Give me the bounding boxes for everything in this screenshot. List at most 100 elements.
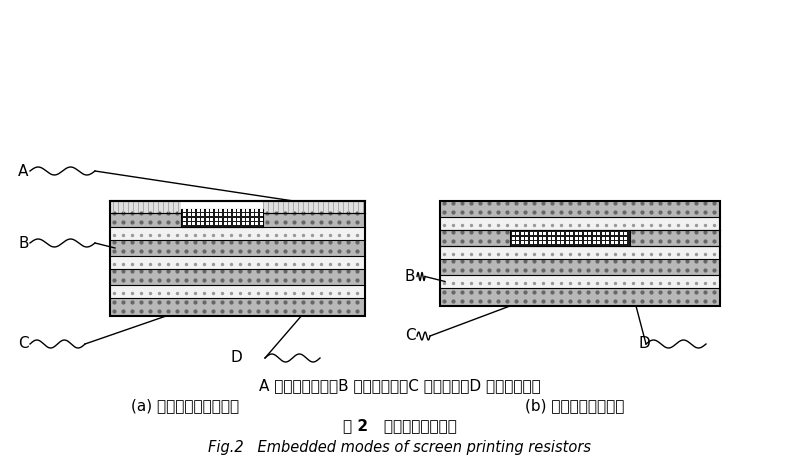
Circle shape <box>515 260 518 263</box>
Circle shape <box>597 225 598 226</box>
Circle shape <box>569 240 572 243</box>
Circle shape <box>185 301 188 304</box>
Circle shape <box>695 283 698 284</box>
Circle shape <box>194 213 196 214</box>
Text: (b) 内层板芯内埋电阵: (b) 内层板芯内埋电阵 <box>526 398 625 414</box>
Circle shape <box>534 283 535 284</box>
Bar <box>516 232 519 235</box>
Circle shape <box>641 202 644 205</box>
Circle shape <box>294 292 295 295</box>
Text: B: B <box>405 269 415 284</box>
Circle shape <box>284 279 287 282</box>
Circle shape <box>479 269 482 272</box>
Circle shape <box>284 221 287 224</box>
Circle shape <box>443 231 446 234</box>
Circle shape <box>221 250 224 253</box>
Circle shape <box>302 279 305 282</box>
Circle shape <box>285 235 286 236</box>
Circle shape <box>650 254 653 255</box>
Circle shape <box>176 221 179 224</box>
Circle shape <box>587 283 590 284</box>
Circle shape <box>695 269 698 272</box>
Bar <box>510 230 630 246</box>
Circle shape <box>266 279 269 282</box>
Bar <box>187 209 190 212</box>
Circle shape <box>587 291 590 294</box>
Circle shape <box>275 270 278 273</box>
Bar <box>242 209 245 212</box>
Circle shape <box>443 291 446 294</box>
Circle shape <box>525 283 526 284</box>
Circle shape <box>515 291 518 294</box>
Circle shape <box>131 270 134 273</box>
Bar <box>237 213 240 216</box>
Circle shape <box>587 231 590 234</box>
Circle shape <box>633 283 634 284</box>
Circle shape <box>302 264 305 266</box>
Bar <box>110 285 365 298</box>
Circle shape <box>329 310 332 313</box>
Circle shape <box>140 270 143 273</box>
Circle shape <box>356 221 359 224</box>
Circle shape <box>194 270 197 273</box>
Bar <box>534 241 538 244</box>
Circle shape <box>275 279 278 282</box>
Circle shape <box>542 291 545 294</box>
Bar <box>228 209 231 212</box>
Circle shape <box>498 283 499 284</box>
Circle shape <box>266 264 269 266</box>
Circle shape <box>577 231 578 234</box>
Circle shape <box>311 301 314 304</box>
Circle shape <box>533 291 536 294</box>
Bar <box>440 275 720 288</box>
Circle shape <box>185 212 188 215</box>
Bar <box>197 222 200 225</box>
Circle shape <box>347 279 350 282</box>
Circle shape <box>176 301 179 304</box>
Circle shape <box>479 254 482 255</box>
Circle shape <box>497 300 500 303</box>
Bar <box>557 236 560 240</box>
Circle shape <box>177 235 178 236</box>
Circle shape <box>293 212 296 215</box>
Bar <box>259 218 262 221</box>
Circle shape <box>686 300 689 303</box>
Circle shape <box>248 241 251 244</box>
Circle shape <box>357 292 358 295</box>
Circle shape <box>570 283 571 284</box>
Circle shape <box>594 241 597 242</box>
Bar <box>192 209 195 212</box>
Bar <box>201 209 204 212</box>
Circle shape <box>338 292 341 295</box>
Circle shape <box>695 231 698 234</box>
Circle shape <box>632 240 635 243</box>
Bar <box>512 241 515 244</box>
Bar <box>615 236 618 240</box>
Circle shape <box>650 283 653 284</box>
Circle shape <box>524 231 527 234</box>
Text: C: C <box>405 329 416 343</box>
Bar <box>552 232 555 235</box>
Circle shape <box>113 310 116 313</box>
Bar <box>620 241 623 244</box>
Circle shape <box>203 241 206 244</box>
Bar <box>543 232 546 235</box>
Circle shape <box>551 291 554 294</box>
Circle shape <box>641 260 644 263</box>
Circle shape <box>542 202 545 205</box>
Circle shape <box>158 264 161 266</box>
Circle shape <box>329 270 332 273</box>
Circle shape <box>131 301 134 304</box>
Circle shape <box>248 212 251 215</box>
Circle shape <box>239 221 242 224</box>
Bar <box>259 213 262 216</box>
Circle shape <box>311 270 314 273</box>
Circle shape <box>185 221 188 224</box>
Bar <box>110 213 365 227</box>
Circle shape <box>714 254 715 255</box>
Circle shape <box>623 231 626 234</box>
Bar <box>615 232 618 235</box>
Circle shape <box>452 231 455 234</box>
Bar <box>214 218 218 221</box>
Bar <box>440 201 720 306</box>
